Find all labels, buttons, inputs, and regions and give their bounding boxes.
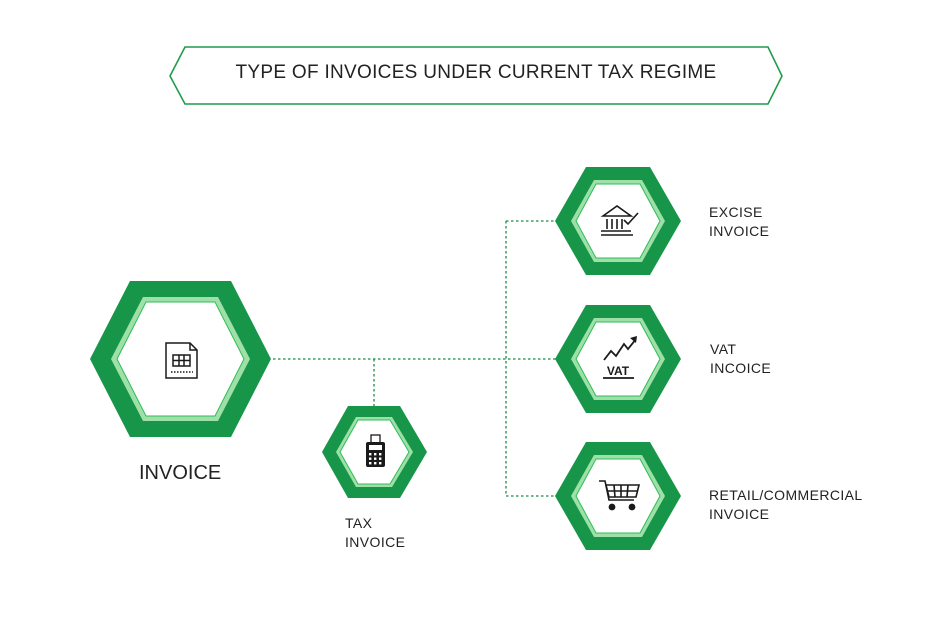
vat-icon-text: VAT xyxy=(607,364,630,378)
vat-incoice-hexagon xyxy=(555,305,681,413)
excise-invoice-label-line1: EXCISE xyxy=(709,204,763,220)
retail-invoice-label-line2: INVOICE xyxy=(709,506,770,522)
retail-invoice-label-line1: RETAIL/COMMERCIAL xyxy=(709,487,863,503)
invoice-hexagon xyxy=(90,281,271,437)
title-banner xyxy=(169,46,783,105)
retail-invoice-hexagon xyxy=(555,442,681,550)
retail-invoice-label: RETAIL/COMMERCIAL INVOICE xyxy=(709,486,863,524)
tax-invoice-label-line2: INVOICE xyxy=(345,534,406,550)
excise-invoice-hexagon xyxy=(555,167,681,275)
tax-invoice-label-line1: TAX xyxy=(345,515,373,531)
excise-invoice-label-line2: INVOICE xyxy=(709,223,770,239)
excise-invoice-label: EXCISE INVOICE xyxy=(709,203,769,241)
shopping-cart-icon xyxy=(599,480,641,511)
page-title: TYPE OF INVOICES UNDER CURRENT TAX REGIM… xyxy=(235,62,717,83)
invoice-label: INVOICE xyxy=(139,462,222,484)
bank-check-icon xyxy=(600,205,639,236)
vat-growth-chart-icon: VAT xyxy=(603,336,637,379)
vat-incoice-label-line2: INCOICE xyxy=(710,360,772,376)
connector-lines xyxy=(268,220,556,497)
vat-incoice-label: VAT INCOICE xyxy=(710,340,771,378)
invoice-document-icon xyxy=(165,342,198,379)
vat-incoice-label-line1: VAT xyxy=(710,341,737,357)
tax-invoice-label: TAX INVOICE xyxy=(345,514,405,552)
calculator-receipt-icon xyxy=(366,434,385,467)
